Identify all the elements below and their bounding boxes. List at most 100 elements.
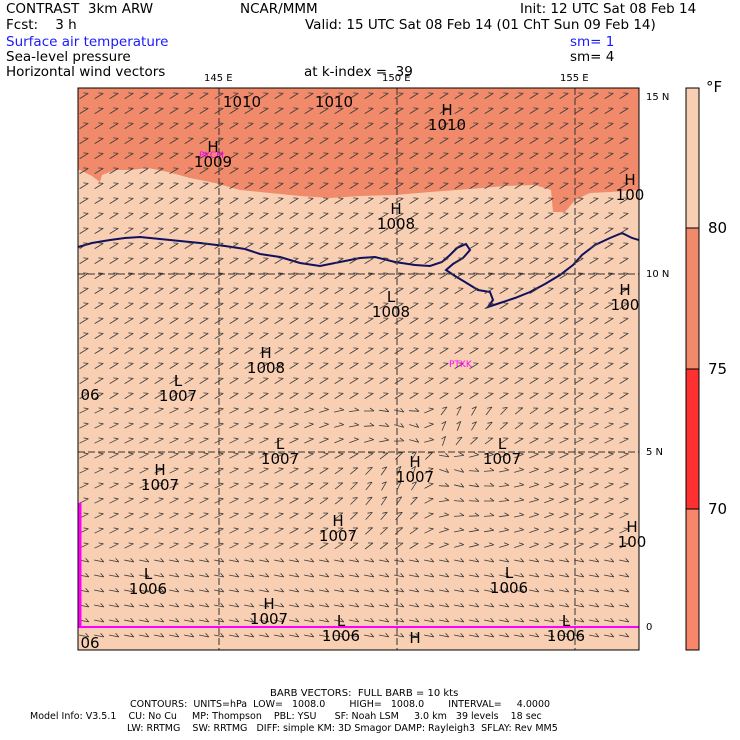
field-surface-temp: Surface air temperature xyxy=(6,34,169,50)
pressure-center-letter: L xyxy=(504,564,514,582)
pressure-value: 1008 xyxy=(246,359,286,377)
station-label: PTKK xyxy=(449,360,472,370)
init-time: Init: 12 UTC Sat 08 Feb 14 xyxy=(520,1,697,17)
pressure-value: 1007 xyxy=(395,468,435,486)
high-center: H 100 xyxy=(610,520,654,550)
pressure-center-letter: L xyxy=(336,612,346,630)
pressure-value: 1010 xyxy=(427,116,467,134)
isobar-label: 06 xyxy=(68,388,112,403)
high-center: H 1009 xyxy=(191,140,235,170)
pressure-value: 1007 xyxy=(249,610,289,628)
pressure-value: 1007 xyxy=(158,387,198,405)
pressure-value: 1010 xyxy=(314,93,354,111)
pressure-center-letter: H xyxy=(332,512,344,530)
pressure-center-letter: H xyxy=(207,138,219,156)
pressure-center-letter: H xyxy=(441,101,453,119)
colorbar-tick-label: 80 xyxy=(708,219,728,237)
high-center: H 1007 xyxy=(393,455,437,485)
smoothing-2: sm= 4 xyxy=(570,49,615,65)
wind-vector-arrows xyxy=(79,92,630,638)
low-center: L 1008 xyxy=(369,290,413,320)
pressure-center-letter: L xyxy=(173,372,183,390)
field-slp: Sea-level pressure xyxy=(6,49,131,65)
pressure-center-letter: L xyxy=(497,435,507,453)
pressure-center-letter: L xyxy=(275,435,285,453)
pressure-value: 1007 xyxy=(318,527,358,545)
pressure-center-letter: H xyxy=(409,629,421,647)
pressure-value: 1006 xyxy=(489,579,529,597)
colorbar-tick-label: 75 xyxy=(708,360,728,378)
pressure-value: 1006 xyxy=(546,627,586,645)
colorbar-tick-label: 70 xyxy=(708,500,728,518)
high-center: H 1007 xyxy=(138,463,182,493)
map-border xyxy=(77,87,640,651)
wind-vectors xyxy=(79,92,630,638)
station-label: PKCM xyxy=(199,151,224,161)
pressure-center-letter: H xyxy=(154,461,166,479)
pressure-value: 1008 xyxy=(376,215,416,233)
colorbar-segment xyxy=(686,369,699,509)
pressure-value: 1007 xyxy=(482,450,522,468)
high-center: H 100 xyxy=(608,173,652,203)
barb-vectors-info: BARB VECTORS: FULL BARB = 10 kts xyxy=(270,688,459,699)
low-center: L 1006 xyxy=(319,614,363,644)
pressure-value: 1007 xyxy=(260,450,300,468)
pressure-center-letter: H xyxy=(409,453,421,471)
high-center: H 1007 xyxy=(316,514,360,544)
plot-title: CONTRAST 3km ARW xyxy=(6,1,154,17)
low-center: L 1007 xyxy=(156,374,200,404)
pressure-center-letter: H xyxy=(390,200,402,218)
low-center: L 1007 xyxy=(480,437,524,467)
smoothing-1: sm= 1 xyxy=(570,34,615,50)
field-wind: Horizontal wind vectors xyxy=(6,64,166,80)
low-center: L 1006 xyxy=(487,566,531,596)
pressure-center-letter: H xyxy=(619,281,631,299)
pressure-value: 1009 xyxy=(193,153,233,171)
pressure-value: 06 xyxy=(80,386,100,404)
lat-label-15n: 15 N xyxy=(646,92,670,103)
lon-label-145: 145 E xyxy=(204,73,233,84)
isobar-label: 1010 xyxy=(312,95,356,110)
k-index-label: at k-index = 39 xyxy=(304,64,413,80)
high-center: H 100 xyxy=(603,283,647,313)
model-info-line1: Model Info: V3.5.1 CU: No Cu MP: Thompso… xyxy=(30,711,542,722)
pressure-value: 100 xyxy=(617,533,647,551)
colorbar-border xyxy=(685,87,700,651)
isobar-label: 06 xyxy=(68,636,112,651)
colorbar-unit: °F xyxy=(706,78,723,96)
colorbar-segment xyxy=(686,88,699,228)
pressure-value: 1007 xyxy=(140,476,180,494)
pressure-value: 100 xyxy=(610,296,640,314)
lat-label-0: 0 xyxy=(646,622,653,633)
lon-label-150: 150 E xyxy=(382,73,411,84)
pressure-value: 06 xyxy=(80,634,100,652)
pressure-center-letter: H xyxy=(626,518,638,536)
forecast-hour: Fcst: 3 h xyxy=(6,17,77,33)
pressure-value: 1006 xyxy=(321,627,361,645)
lat-label-5n: 5 N xyxy=(646,447,664,458)
low-center: L 1007 xyxy=(258,437,302,467)
low-center: L 1006 xyxy=(126,567,170,597)
temperature-field-warm xyxy=(78,88,639,212)
pressure-center-letter: H xyxy=(624,171,636,189)
isobar-label: 1010 xyxy=(220,95,264,110)
high-center: H 1010 xyxy=(425,103,469,133)
coastline-line xyxy=(78,231,639,309)
pressure-value: 1010 xyxy=(222,93,262,111)
lat-label-10n: 10 N xyxy=(646,269,670,280)
colorbar-segment xyxy=(686,228,699,369)
contours-info: CONTOURS: UNITS=hPa LOW= 1008.0 HIGH= 10… xyxy=(130,699,551,710)
pressure-center-letter: H xyxy=(260,344,272,362)
pressure-center-letter: L xyxy=(561,612,571,630)
high-center: H xyxy=(393,631,437,646)
center-name: NCAR/MMM xyxy=(240,1,318,17)
pressure-center-letter: L xyxy=(143,565,153,583)
pressure-value: 1006 xyxy=(128,580,168,598)
high-center: H 1008 xyxy=(374,202,418,232)
colorbar-segment xyxy=(686,509,699,650)
lon-label-155: 155 E xyxy=(560,73,589,84)
high-center: H 1007 xyxy=(247,597,291,627)
pressure-center-letter: L xyxy=(386,288,396,306)
